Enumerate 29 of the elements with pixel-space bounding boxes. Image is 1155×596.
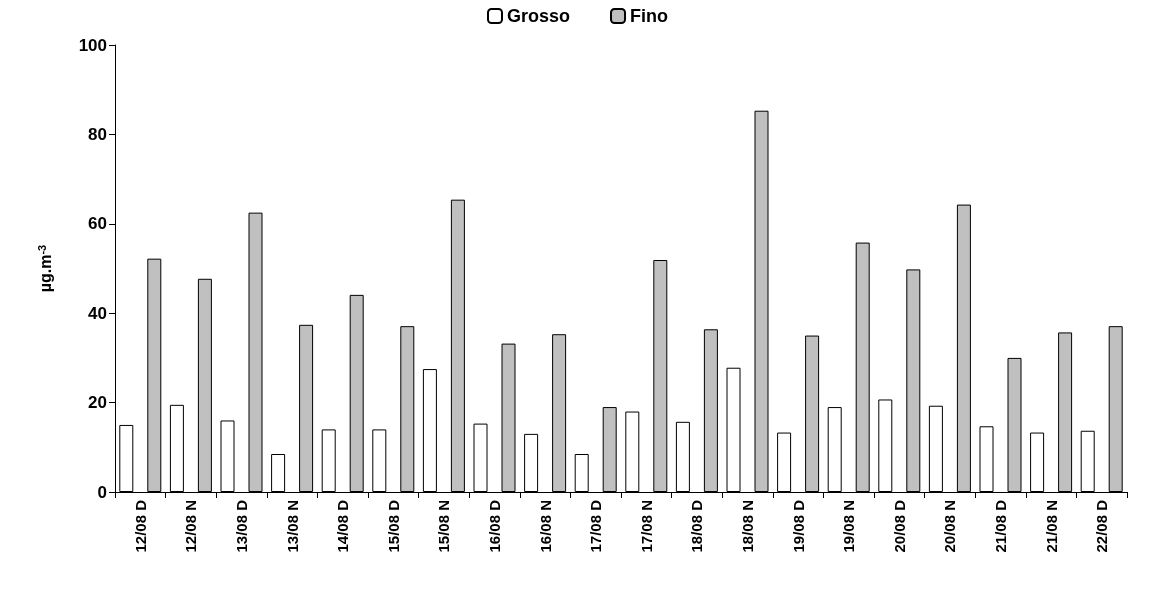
x-tick-label: 21/08 N (1042, 500, 1060, 553)
legend-label: Fino (630, 6, 669, 26)
y-tick-label: 80 (88, 124, 107, 144)
x-tick-label: 16/08 N (536, 500, 554, 553)
x-tick-label: 18/08 N (739, 500, 756, 553)
y-tick-label: 60 (88, 214, 107, 234)
x-tick-label: 12/08 D (131, 499, 149, 553)
x-tick-label: 21/08 D (992, 499, 1009, 553)
legend-label: Grosso (507, 6, 571, 26)
y-tick-label: 0 (97, 482, 107, 502)
x-tick-label: 22/08 D (1093, 499, 1111, 553)
x-tick-label: 20/08 N (941, 500, 959, 553)
x-tick-label: 16/08 D (486, 499, 503, 553)
x-tick-label: 17/08 D (587, 499, 605, 553)
x-tick-label: 15/08 N (435, 500, 453, 553)
x-tick-label: 12/08 N (182, 500, 200, 553)
x-tick-label: 13/08 D (233, 499, 250, 553)
x-tick-label: 20/08 D (890, 499, 908, 553)
y-axis-title: µg.m-3 (35, 244, 54, 293)
y-tick-label: 100 (78, 35, 107, 55)
x-tick-label: 18/08 D (688, 499, 706, 553)
x-tick-label: 19/08 N (840, 500, 858, 553)
x-tick-label: 19/08 D (789, 499, 807, 553)
x-tick-label: 17/08 N (637, 500, 655, 553)
x-tick-label: 15/08 D (384, 499, 402, 553)
x-tick-label: 13/08 N (283, 500, 301, 553)
x-tick-label: 14/08 D (334, 499, 352, 553)
y-tick-label: 40 (88, 303, 107, 323)
y-tick-label: 20 (88, 393, 107, 413)
